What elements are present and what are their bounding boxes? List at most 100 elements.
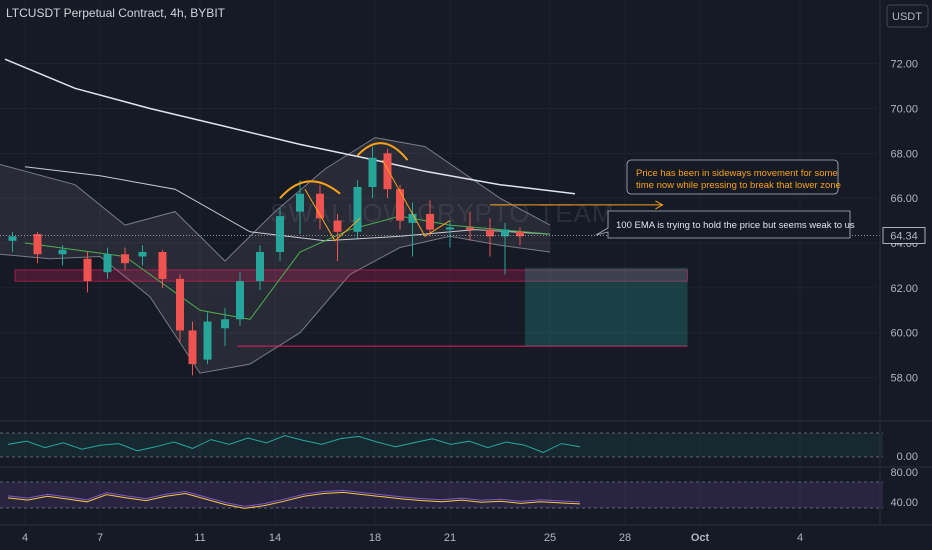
note-sideways-line1: Price has been in sideways movement for … (636, 168, 838, 179)
current-price-tag (882, 227, 926, 244)
candle-body (103, 254, 112, 273)
bollinger-upper (0, 137, 551, 262)
candle-body (486, 229, 494, 237)
candle (466, 211, 474, 241)
candle-body (221, 319, 229, 329)
stoch-tick-label: 40.00 (890, 497, 918, 509)
rsi-line (7, 435, 581, 453)
chart-title: LTCUSDT Perpetual Contract, 4h, BYBIT (6, 6, 226, 20)
candle-body (138, 252, 147, 257)
time-tick-label: Oct (691, 532, 710, 544)
candle-body (203, 321, 212, 360)
note-sideways: Price has been in sideways movement for … (626, 159, 841, 195)
candle-body (446, 227, 454, 230)
time-tick-label: 25 (544, 532, 556, 544)
candle (368, 146, 377, 199)
time-tick-label: 28 (619, 532, 631, 544)
candle-body (33, 234, 42, 255)
candle (58, 245, 67, 266)
candle-body (296, 193, 304, 212)
candle-body (158, 252, 167, 279)
candles (8, 146, 524, 376)
currency-button-label[interactable]: USDT (892, 11, 922, 23)
candle-body (83, 258, 92, 282)
candle-body (516, 231, 524, 237)
support-zones (14, 267, 688, 347)
drawings (0, 142, 880, 242)
candle (516, 227, 524, 246)
candle-body (368, 157, 377, 187)
price-tick-label: 62.00 (890, 283, 918, 295)
ema-100-line (24, 166, 551, 242)
grid (0, 0, 878, 525)
candle (383, 148, 392, 199)
price-tick-label: 58.00 (890, 373, 918, 385)
arc-head (356, 142, 409, 161)
time-tick-label: 18 (369, 532, 381, 544)
time-tick-label: 11 (194, 532, 205, 544)
pattern-line (304, 188, 361, 242)
candle (333, 213, 342, 261)
candle (353, 180, 362, 239)
candle-body (316, 193, 324, 219)
currency-button[interactable]: USDT (886, 4, 929, 28)
time-tick-label: 21 (444, 532, 456, 544)
bollinger-bands (0, 137, 551, 374)
ma-200-line (4, 58, 576, 195)
support-zone (14, 269, 688, 282)
time-tick-label: 4 (22, 532, 28, 544)
candle (316, 184, 324, 230)
stoch-band (0, 482, 883, 508)
candle (408, 202, 417, 257)
candle-body (58, 249, 67, 255)
candle-body (176, 278, 184, 331)
candle-body (121, 254, 129, 264)
arrow-head (655, 200, 664, 210)
time-tick-label: 14 (269, 532, 281, 544)
price-tick-label: 70.00 (890, 103, 918, 115)
candle (236, 272, 244, 326)
candle-body (396, 189, 404, 221)
candle-body (353, 186, 362, 232)
candle (486, 218, 494, 257)
candle (83, 252, 92, 293)
candle (138, 245, 147, 266)
stoch-signal-line (7, 491, 581, 509)
price-tick-label: 66.00 (890, 193, 918, 205)
candle-body (276, 216, 284, 252)
candle (158, 249, 167, 288)
note-ema-text: 100 EMA is trying to hold the price but … (616, 220, 855, 231)
price-tick-label: 68.00 (890, 148, 918, 160)
note-ema: 100 EMA is trying to hold the price but … (595, 210, 855, 239)
candle (256, 245, 264, 291)
candle (188, 321, 197, 376)
price-tick-label: 72.00 (890, 59, 918, 71)
candle (276, 207, 284, 261)
stoch-line (7, 489, 581, 507)
candle-body (333, 220, 342, 232)
short-position-box (525, 267, 688, 347)
candle-body (256, 252, 264, 282)
watermark: SWALLOW CRYPTO TEAM (270, 198, 615, 228)
candle (446, 220, 454, 248)
price-tick-label: 60.00 (890, 328, 918, 340)
candle (121, 247, 129, 270)
arc-left-shoulder (279, 180, 341, 199)
candle-body (8, 236, 17, 241)
bollinger-lower (0, 235, 551, 374)
time-tick-label: 4 (797, 532, 803, 544)
candle (501, 222, 509, 275)
bollinger-fill (0, 137, 550, 374)
candle-body (383, 153, 392, 190)
pattern-line (382, 159, 451, 238)
time-tick-label: 7 (97, 532, 103, 544)
candle-body (426, 213, 434, 230)
candle-body (236, 281, 244, 320)
current-price-label: 64.34 (890, 230, 918, 242)
candle (296, 180, 304, 235)
candle-body (188, 330, 197, 365)
candle (103, 247, 112, 279)
